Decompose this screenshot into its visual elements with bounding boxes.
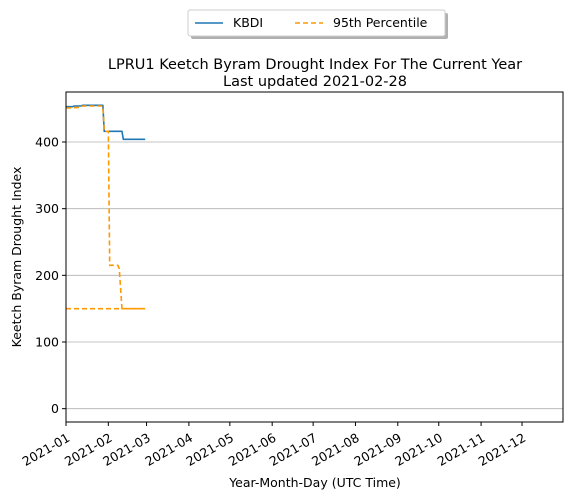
x-axis: 2021-012021-022021-032021-042021-052021-… <box>20 422 529 469</box>
y-axis: 0 100 200 300 400 <box>35 135 66 416</box>
chart-title-line2: Last updated 2021-02-28 <box>223 74 407 90</box>
y-tick-label-1: 100 <box>35 335 59 350</box>
x-tick-label-7: 2021-08 <box>309 430 362 469</box>
x-tick-label-4: 2021-05 <box>183 430 236 469</box>
legend-label-p95: 95th Percentile <box>333 15 428 30</box>
series-line-1 <box>65 105 146 310</box>
y-tick-label-2: 200 <box>35 268 59 283</box>
x-tick-label-0: 2021-01 <box>20 430 73 469</box>
y-tick-label-4: 400 <box>35 135 59 150</box>
legend-label-kbdi: KBDI <box>233 15 263 30</box>
plot-frame <box>65 91 564 423</box>
y-tick-label-3: 300 <box>35 201 59 216</box>
legend-box <box>187 9 446 37</box>
y-tick-label-0: 0 <box>51 401 59 416</box>
series-layer <box>65 104 146 310</box>
x-tick-label-11: 2021-12 <box>476 430 529 469</box>
series-line-0 <box>66 104 146 141</box>
x-tick-label-6: 2021-07 <box>267 430 320 469</box>
y-axis-label: Keetch Byram Drought Index <box>9 167 24 348</box>
x-axis-label: Year-Month-Day (UTC Time) <box>228 475 401 490</box>
x-tick-label-9: 2021-10 <box>392 430 445 469</box>
grid <box>66 141 563 410</box>
chart-title-line1: LPRU1 Keetch Byram Drought Index For The… <box>108 57 522 73</box>
legend: KBDI 95th Percentile <box>187 9 448 39</box>
